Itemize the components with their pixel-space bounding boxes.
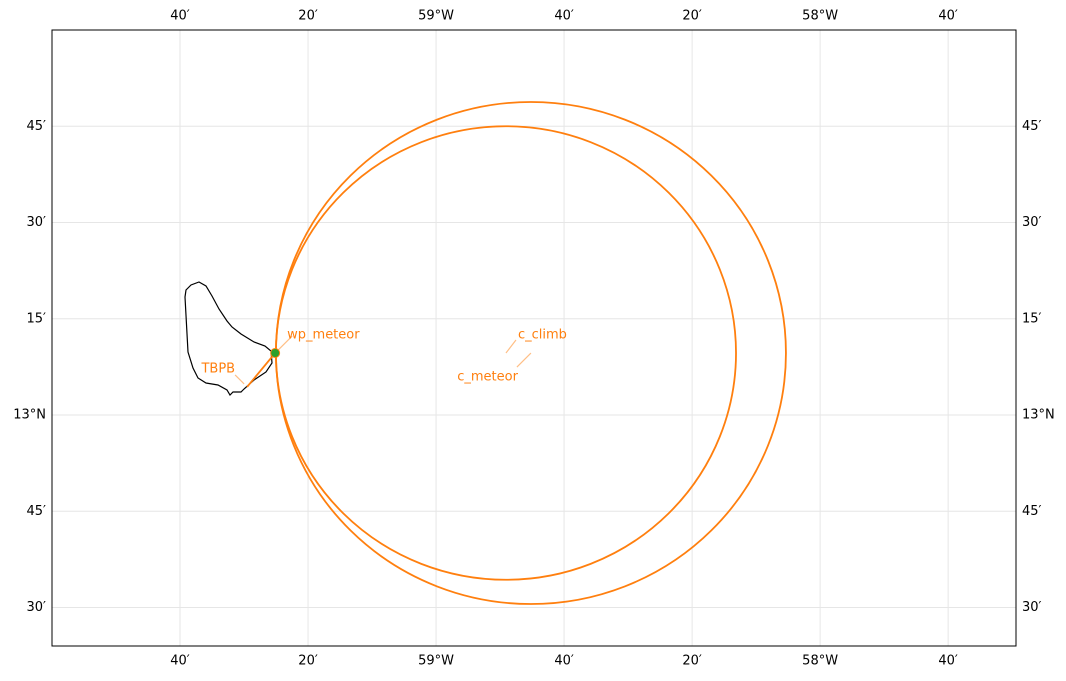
annotation-label: TBPB (200, 361, 235, 376)
annotation-label: wp_meteor (287, 328, 360, 343)
x-tick-label: 20′ (682, 654, 702, 669)
y-tick-label: 30′ (27, 215, 47, 230)
x-tick-label: 40′ (554, 9, 574, 24)
annotation-label: c_meteor (457, 370, 518, 385)
waypoint (270, 348, 281, 359)
y-tick-label: 13°N (1022, 408, 1055, 423)
x-tick-label: 40′ (938, 9, 958, 24)
y-tick-label: 30′ (1022, 215, 1042, 230)
annotation-label: c_climb (518, 328, 567, 343)
y-tick-label: 45′ (27, 504, 47, 519)
annotation-leader (277, 335, 293, 351)
x-tick-label: 59°W (418, 654, 454, 669)
x-tick-label: 40′ (554, 654, 574, 669)
y-tick-label: 30′ (27, 600, 47, 615)
y-tick-label: 30′ (1022, 600, 1042, 615)
x-tick-label: 20′ (682, 9, 702, 24)
x-tick-label: 20′ (298, 9, 318, 24)
x-tick-label: 58°W (802, 9, 838, 24)
y-tick-label: 15′ (1022, 311, 1042, 326)
x-tick-label: 20′ (298, 654, 318, 669)
island-outline (184, 281, 273, 396)
x-tick-label: 59°W (418, 9, 454, 24)
y-tick-label: 45′ (1022, 119, 1042, 134)
y-tick-label: 45′ (27, 119, 47, 134)
annotation-leader (234, 374, 245, 385)
map-frame-bg (52, 30, 1016, 646)
annotation-leader (505, 339, 517, 354)
x-tick-label: 40′ (938, 654, 958, 669)
route-segment (246, 352, 276, 388)
y-tick-label: 15′ (27, 311, 47, 326)
x-tick-label: 40′ (170, 9, 190, 24)
y-tick-label: 13°N (13, 408, 46, 423)
annotation-leader (516, 352, 532, 368)
x-tick-label: 40′ (170, 654, 190, 669)
map-frame (51, 29, 1017, 647)
y-tick-label: 45′ (1022, 504, 1042, 519)
x-tick-label: 58°W (802, 654, 838, 669)
